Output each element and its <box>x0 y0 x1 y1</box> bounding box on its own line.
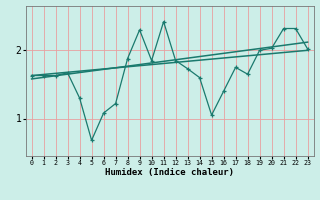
X-axis label: Humidex (Indice chaleur): Humidex (Indice chaleur) <box>105 168 234 177</box>
